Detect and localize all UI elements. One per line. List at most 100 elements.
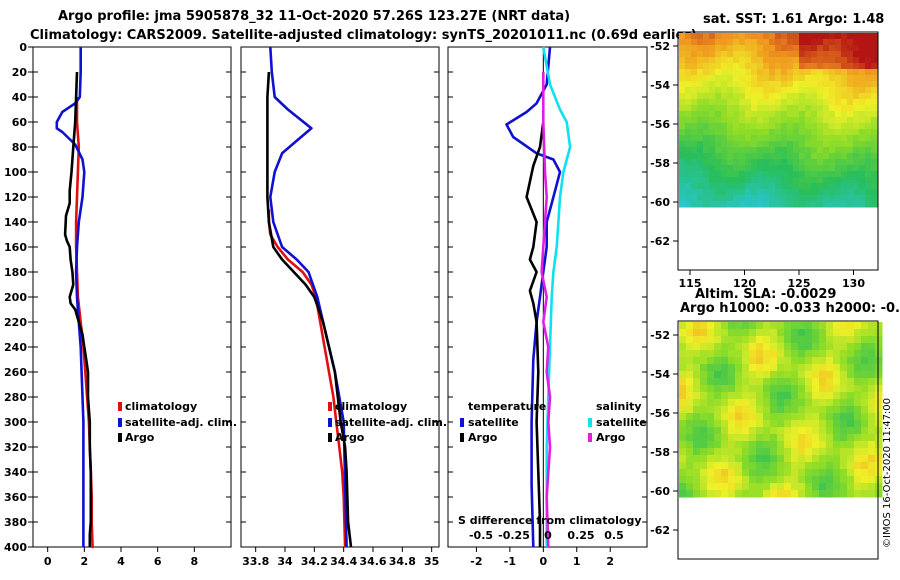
heatmap-cell bbox=[847, 123, 854, 130]
heatmap-cell bbox=[751, 45, 758, 52]
heatmap-cell bbox=[833, 455, 841, 463]
heatmap-cell bbox=[769, 75, 776, 82]
heatmap-cell bbox=[751, 195, 758, 202]
heatmap-cell bbox=[777, 427, 785, 435]
heatmap-cell bbox=[727, 183, 734, 190]
heatmap-cell bbox=[793, 63, 800, 70]
heatmap-cell bbox=[751, 177, 758, 184]
heatmap-cell bbox=[871, 147, 878, 154]
heatmap-cell bbox=[861, 336, 869, 344]
heatmap-cell bbox=[799, 33, 806, 40]
heatmap-cell bbox=[763, 385, 771, 393]
heatmap-cell bbox=[700, 385, 708, 393]
heatmap-cell bbox=[826, 490, 834, 498]
heatmap-cell bbox=[865, 165, 872, 172]
heatmap-cell bbox=[799, 63, 806, 70]
map-lat-label: -58 bbox=[650, 157, 670, 170]
heatmap-cell bbox=[854, 490, 862, 498]
heatmap-cell bbox=[826, 469, 834, 477]
heatmap-cell bbox=[829, 75, 836, 82]
heatmap-cell bbox=[775, 177, 782, 184]
heatmap-cell bbox=[735, 357, 743, 365]
legend-heading-temperature: temperature bbox=[468, 400, 546, 413]
heatmap-cell bbox=[875, 420, 883, 428]
heatmap-cell bbox=[784, 427, 792, 435]
heatmap-cell bbox=[854, 364, 862, 372]
heatmap-cell bbox=[697, 165, 704, 172]
heatmap-cell bbox=[826, 399, 834, 407]
heatmap-cell bbox=[733, 189, 740, 196]
heatmap-cell bbox=[733, 63, 740, 70]
heatmap-cell bbox=[829, 81, 836, 88]
legend-label-argo: Argo bbox=[125, 431, 155, 444]
heatmap-cell bbox=[787, 51, 794, 58]
heatmap-cell bbox=[835, 51, 842, 58]
heatmap-cell bbox=[823, 123, 830, 130]
map-lat-label: -54 bbox=[650, 79, 670, 92]
heatmap-cell bbox=[769, 165, 776, 172]
heatmap-cell bbox=[865, 105, 872, 112]
heatmap-cell bbox=[679, 385, 687, 393]
heatmap-cell bbox=[811, 45, 818, 52]
heatmap-cell bbox=[835, 75, 842, 82]
heatmap-cell bbox=[841, 165, 848, 172]
heatmap-cell bbox=[841, 195, 848, 202]
heatmap-cell bbox=[823, 165, 830, 172]
heatmap-cell bbox=[745, 159, 752, 166]
heatmap-cell bbox=[763, 99, 770, 106]
heatmap-cell bbox=[742, 322, 750, 330]
overlay-tick: 0.5 bbox=[604, 529, 624, 542]
heatmap-cell bbox=[763, 427, 771, 435]
heatmap-cell bbox=[840, 336, 848, 344]
heatmap-cell bbox=[853, 111, 860, 118]
heatmap-cell bbox=[700, 399, 708, 407]
heatmap-cell bbox=[715, 99, 722, 106]
heatmap-cell bbox=[841, 69, 848, 76]
heatmap-cell bbox=[727, 51, 734, 58]
heatmap-cell bbox=[859, 81, 866, 88]
heatmap-cell bbox=[721, 111, 728, 118]
heatmap-cell bbox=[799, 201, 806, 208]
heatmap-cell bbox=[721, 413, 729, 421]
heatmap-cell bbox=[868, 448, 876, 456]
heatmap-cell bbox=[775, 33, 782, 40]
heatmap-cell bbox=[709, 81, 716, 88]
heatmap-cell bbox=[721, 99, 728, 106]
depth-tick-label: 240 bbox=[4, 341, 27, 354]
heatmap-cell bbox=[812, 448, 820, 456]
heatmap-cell bbox=[714, 448, 722, 456]
heatmap-cell bbox=[817, 33, 824, 40]
heatmap-cell bbox=[700, 490, 708, 498]
heatmap-cell bbox=[817, 195, 824, 202]
heatmap-cell bbox=[728, 364, 736, 372]
heatmap-cell bbox=[728, 343, 736, 351]
heatmap-cell bbox=[757, 201, 764, 208]
heatmap-cell bbox=[841, 117, 848, 124]
heatmap-cell bbox=[703, 51, 710, 58]
heatmap-cell bbox=[784, 490, 792, 498]
overlay-tick: -0.25 bbox=[498, 529, 530, 542]
heatmap-cell bbox=[784, 462, 792, 470]
heatmap-cell bbox=[777, 462, 785, 470]
heatmap-cell bbox=[826, 357, 834, 365]
heatmap-cell bbox=[835, 195, 842, 202]
heatmap-cell bbox=[859, 189, 866, 196]
heatmap-cell bbox=[745, 129, 752, 136]
heatmap-cell bbox=[799, 141, 806, 148]
heatmap-cell bbox=[721, 462, 729, 470]
heatmap-cell bbox=[811, 195, 818, 202]
heatmap-cell bbox=[868, 364, 876, 372]
heatmap-cell bbox=[763, 195, 770, 202]
heatmap-cell bbox=[805, 177, 812, 184]
x-tick-label: 34.6 bbox=[359, 555, 386, 568]
heatmap-cell bbox=[847, 87, 854, 94]
heatmap-cell bbox=[745, 51, 752, 58]
heatmap-cell bbox=[751, 147, 758, 154]
heatmap-cell bbox=[875, 350, 883, 358]
heatmap-cell bbox=[784, 329, 792, 337]
heatmap-cell bbox=[854, 406, 862, 414]
heatmap-cell bbox=[787, 141, 794, 148]
heatmap-cell bbox=[819, 357, 827, 365]
heatmap-cell bbox=[721, 476, 729, 484]
